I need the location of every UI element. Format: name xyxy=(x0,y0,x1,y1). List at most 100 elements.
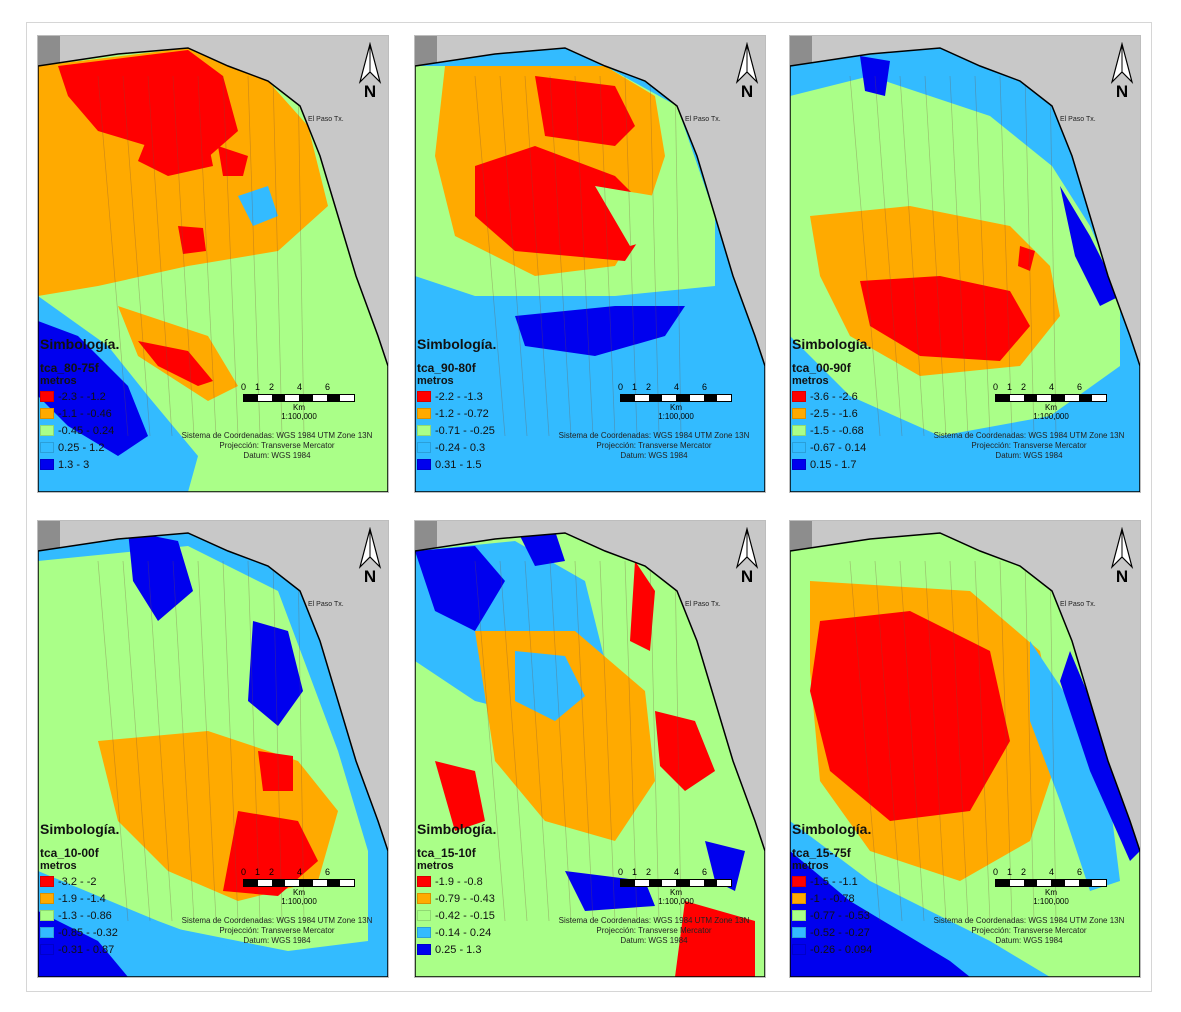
north-arrow-icon xyxy=(1110,527,1134,569)
legend-label: -1.9 - -1.4 xyxy=(58,892,106,905)
zone-class-1 xyxy=(1018,246,1035,271)
legend-label: -3.6 - -2.6 xyxy=(810,390,858,403)
legend: Simbología. tca_10-00f metros -3.2 - -2-… xyxy=(40,821,190,958)
legend-label: -0.79 - -0.43 xyxy=(435,892,495,905)
legend-swatch xyxy=(417,910,431,921)
north-arrow-icon xyxy=(358,527,382,569)
legend-row: 0.25 - 1.2 xyxy=(40,439,190,456)
legend-label: -0.67 - 0.14 xyxy=(810,441,867,454)
scale-unit: Km xyxy=(670,888,682,897)
zone-class-5 xyxy=(1060,186,1120,306)
legend: Simbología. tca_15-10f metros -1.9 - -0.… xyxy=(417,821,567,958)
legend-row: -1.1 - -0.46 xyxy=(40,405,190,422)
legend-units: metros xyxy=(417,860,454,872)
scale-tick-label: 0 xyxy=(618,867,624,877)
scale-tick-label: 2 xyxy=(1021,382,1027,392)
zone-class-1 xyxy=(218,146,248,176)
crs-line: Sistema de Coordenadas: WGS 1984 UTM Zon… xyxy=(933,431,1125,440)
city-boundary xyxy=(415,532,765,977)
legend-layer-name: tca_15-75f xyxy=(792,846,851,860)
zone-class-5 xyxy=(38,321,148,456)
legend-swatch xyxy=(792,927,806,938)
city-boundary xyxy=(790,47,1140,492)
scale-tick-label: 1 xyxy=(255,867,261,877)
legend-row: -0.24 - 0.3 xyxy=(417,439,567,456)
legend-swatch xyxy=(40,927,54,938)
legend-label: -1.2 - -0.72 xyxy=(435,407,489,420)
coordinate-system-note: Sistema de Coordenadas: WGS 1984 UTM Zon… xyxy=(924,431,1134,461)
crs-line: Datum: WGS 1984 xyxy=(995,451,1063,460)
scale-tick-label: 2 xyxy=(1021,867,1027,877)
map-canvas xyxy=(38,36,388,492)
legend-row: -1.2 - -0.72 xyxy=(417,405,567,422)
legend-row: -2.5 - -1.6 xyxy=(792,405,942,422)
legend-label: -3.2 - -2 xyxy=(58,875,97,888)
legend-label: -0.45 - 0.24 xyxy=(58,424,115,437)
legend-swatch xyxy=(417,391,431,402)
legend-row: -0.52 - -0.27 xyxy=(792,924,942,941)
north-arrow-icon xyxy=(735,42,759,84)
legend-title: Simbología. xyxy=(40,821,120,837)
zone-class-5 xyxy=(128,533,193,621)
scale-ratio: 1:100,000 xyxy=(1033,412,1069,421)
legend-label: -2.5 - -1.6 xyxy=(810,407,858,420)
place-label: El Paso Tx. xyxy=(685,116,721,123)
coordinate-system-note: Sistema de Coordenadas: WGS 1984 UTM Zon… xyxy=(172,916,382,946)
scale-ratio: 1:100,000 xyxy=(1033,897,1069,906)
legend-swatch xyxy=(40,910,54,921)
map-canvas xyxy=(415,36,765,492)
crs-line: Datum: WGS 1984 xyxy=(620,936,688,945)
street-line xyxy=(474,75,506,437)
scale-unit: Km xyxy=(1045,888,1057,897)
legend-swatch xyxy=(792,425,806,436)
legend-swatch xyxy=(792,893,806,904)
street-line xyxy=(272,75,283,437)
legend-row: -1.5 - -1.1 xyxy=(792,873,942,890)
zone-class-1 xyxy=(655,711,715,791)
legend-row: -1.9 - -1.4 xyxy=(40,890,190,907)
street-line xyxy=(649,560,660,922)
street-line xyxy=(899,560,925,922)
north-arrow: N xyxy=(356,527,384,587)
street-line xyxy=(949,75,969,437)
legend-rows: -1.9 - -0.8 -0.79 - -0.43 -0.42 - -0.15 -0.… xyxy=(417,873,567,958)
legend-rows: -3.2 - -2 -1.9 - -1.4 -1.3 - -0.86 -0.85 - … xyxy=(40,873,190,958)
legend-row: -3.6 - -2.6 xyxy=(792,388,942,405)
north-label: N xyxy=(1115,567,1129,586)
zone-class-1 xyxy=(138,136,213,176)
legend-label: -1.5 - -0.68 xyxy=(810,424,864,437)
north-label: N xyxy=(740,82,754,101)
legend-rows: -2.2 - -1.3 -1.2 - -0.72 -0.71 - -0.25 -0.2… xyxy=(417,388,567,473)
legend-swatch xyxy=(40,876,54,887)
street-line xyxy=(924,560,947,922)
legend: Simbología. tca_80-75f metros -2.3 - -1.… xyxy=(40,336,190,473)
legend-row: -0.31 - 0.87 xyxy=(40,941,190,958)
legend-rows: -3.6 - -2.6 -2.5 - -1.6 -1.5 - -0.68 -0.67 … xyxy=(792,388,942,473)
legend-swatch xyxy=(792,910,806,921)
street-line xyxy=(649,75,660,437)
legend-swatch xyxy=(417,927,431,938)
legend-label: -1.3 - -0.86 xyxy=(58,909,112,922)
scale-bar-graphic xyxy=(243,879,355,887)
scale-tick-label: 1 xyxy=(632,867,638,877)
north-label: N xyxy=(363,567,377,586)
zone-class-5 xyxy=(860,56,890,96)
zone-class-5 xyxy=(38,911,128,977)
street-line xyxy=(197,75,217,437)
north-arrow: N xyxy=(1108,42,1136,102)
legend-row: -0.42 - -0.15 xyxy=(417,907,567,924)
street-line xyxy=(549,560,572,922)
street-line xyxy=(999,560,1013,922)
legend-row: -2.3 - -1.2 xyxy=(40,388,190,405)
crs-line: Sistema de Coordenadas: WGS 1984 UTM Zon… xyxy=(181,916,373,925)
map-canvas xyxy=(790,521,1140,977)
crs-line: Projección: Transverse Mercator xyxy=(971,441,1087,450)
legend-label: -1.9 - -0.8 xyxy=(435,875,483,888)
street-line xyxy=(599,75,616,437)
zone-class-5 xyxy=(515,306,685,356)
zone-class-1 xyxy=(58,50,238,166)
legend-rows: -2.3 - -1.2 -1.1 - -0.46 -0.45 - 0.24 0.25 … xyxy=(40,388,190,473)
scale-ratio: 1:100,000 xyxy=(658,412,694,421)
